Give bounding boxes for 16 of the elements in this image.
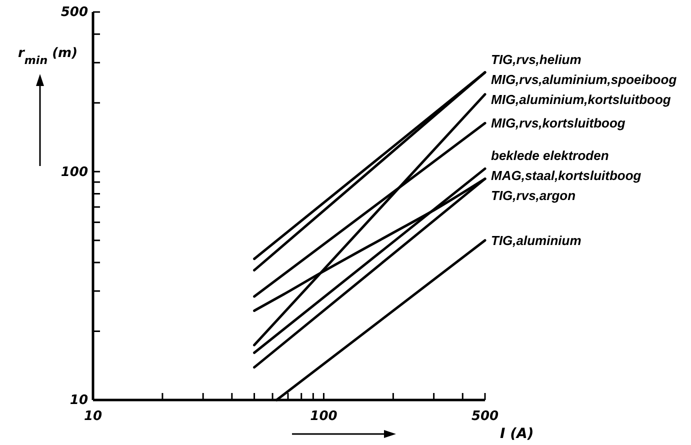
series-label: MIG,aluminium,kortsluitboog	[491, 92, 671, 108]
x-axis-title: I (A)	[500, 426, 534, 442]
y-tick-label: 500	[60, 5, 88, 20]
x-tick-label: 500	[471, 408, 499, 424]
series-label: TIG,aluminium	[491, 232, 582, 248]
y-tick-label: 100	[60, 164, 88, 180]
series-label: TIG,rvs,argon	[491, 188, 576, 203]
y-tick-label: 10	[70, 393, 88, 408]
series-label: MAG,staal,kortsluitboog	[491, 168, 642, 183]
series-label: MIG,rvs,aluminium,spoeiboog	[491, 72, 677, 88]
y-axis-title: r$_{min}$ (m)	[18, 46, 78, 66]
series-label: TIG,rvs,helium	[491, 52, 582, 68]
series-label: MIG,rvs,kortsluitboog	[491, 116, 626, 131]
x-tick-label: 10	[84, 408, 102, 424]
x-tick-label: 100	[310, 408, 338, 424]
series-label: beklede elektroden	[491, 148, 609, 163]
